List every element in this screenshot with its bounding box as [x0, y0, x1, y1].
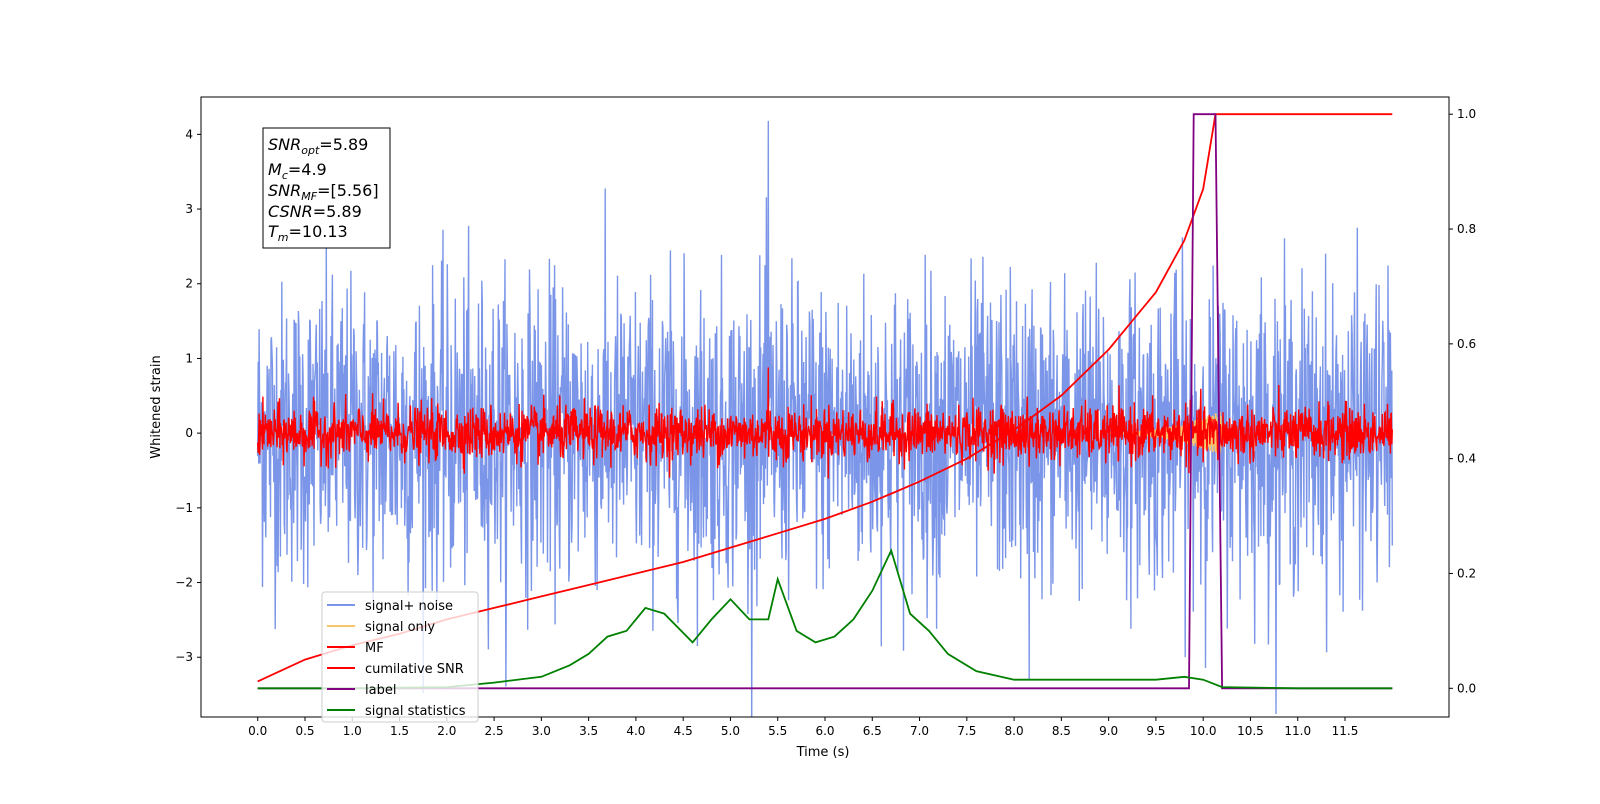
x-tick-label: 9.0	[1099, 724, 1118, 738]
y-left-tick-label: −3	[175, 650, 193, 664]
x-tick-label: 8.0	[1005, 724, 1024, 738]
x-tick-label: 5.5	[768, 724, 787, 738]
x-tick-label: 2.5	[485, 724, 504, 738]
y-right-tick-label: 0.0	[1457, 681, 1476, 695]
legend-label-label: label	[365, 683, 396, 698]
x-tick-label: 7.0	[910, 724, 929, 738]
x-tick-label: 3.5	[579, 724, 598, 738]
x-tick-label: 10.0	[1190, 724, 1217, 738]
x-tick-label: 6.0	[815, 724, 834, 738]
y-axis-label-left: Whitened strain	[149, 355, 164, 458]
legend-label-signal-only: signal only	[365, 620, 435, 635]
y-left-tick-label: 1	[185, 351, 193, 365]
snr-opt-label: SNRopt=5.89	[268, 135, 368, 157]
y-right-tick-label: 1.0	[1457, 107, 1476, 121]
y-left-tick-label: −1	[175, 501, 193, 515]
x-tick-label: 4.0	[626, 724, 645, 738]
x-tick-label: 6.5	[863, 724, 882, 738]
x-tick-label: 4.5	[674, 724, 693, 738]
snr-mf-label: SNRMF=[5.56]	[268, 181, 379, 203]
csnr-label: CSNR=5.89	[268, 202, 362, 221]
legend-label-signal-statistics: signal statistics	[365, 704, 466, 719]
x-tick-label: 1.5	[390, 724, 409, 738]
y-right-tick-label: 0.6	[1457, 337, 1476, 351]
y-left-tick-label: 0	[185, 426, 193, 440]
legend-frame	[321, 591, 479, 723]
x-tick-label: 3.0	[532, 724, 551, 738]
legend-label-mf: MF	[365, 641, 384, 656]
legend-label-signal-noise: signal+ noise	[365, 599, 453, 614]
x-axis-label: Time (s)	[796, 745, 850, 760]
y-left-tick-label: −2	[175, 576, 193, 590]
tm-label: Tm=10.13	[268, 222, 348, 244]
x-tick-label: 7.5	[957, 724, 976, 738]
series-mf	[257, 367, 1393, 479]
x-tick-label: 5.0	[721, 724, 740, 738]
x-tick-label: 0.5	[295, 724, 314, 738]
x-tick-label: 0.0	[248, 724, 267, 738]
stats-annotation-box: SNRopt=5.89 Mc=4.9 SNRMF=[5.56] CSNR=5.8…	[262, 127, 391, 249]
legend: signal+ noise signal only MF cumilative …	[321, 591, 479, 723]
x-tick-label: 1.0	[343, 724, 362, 738]
y-axis-left: −3 −2 −1 0 1 2 3 4	[175, 127, 201, 664]
series-signal-noise	[257, 120, 1393, 717]
y-left-tick-label: 4	[185, 127, 193, 141]
x-tick-label: 2.0	[437, 724, 456, 738]
y-left-tick-label: 2	[185, 277, 193, 291]
x-tick-label: 10.5	[1237, 724, 1264, 738]
x-tick-label: 9.5	[1146, 724, 1165, 738]
y-right-tick-label: 0.4	[1457, 452, 1476, 466]
x-axis: 0.0 0.5 1.0 1.5 2.0 2.5 3.0 3.5 4.0 4.5 5.0 5.5 6.0 6…	[248, 717, 1358, 738]
x-tick-label: 11.0	[1284, 724, 1311, 738]
y-axis-right: 0.0 0.2 0.4 0.6 0.8 1.0	[1449, 107, 1476, 695]
x-tick-label: 8.5	[1052, 724, 1071, 738]
mc-label: Mc=4.9	[268, 160, 327, 182]
y-left-tick-label: 3	[185, 202, 193, 216]
legend-label-cumulative-snr: cumilative SNR	[365, 662, 464, 677]
x-tick-label: 11.5	[1332, 724, 1359, 738]
y-right-tick-label: 0.8	[1457, 222, 1476, 236]
series-signal-statistics	[257, 547, 1393, 690]
y-right-tick-label: 0.2	[1457, 566, 1476, 580]
